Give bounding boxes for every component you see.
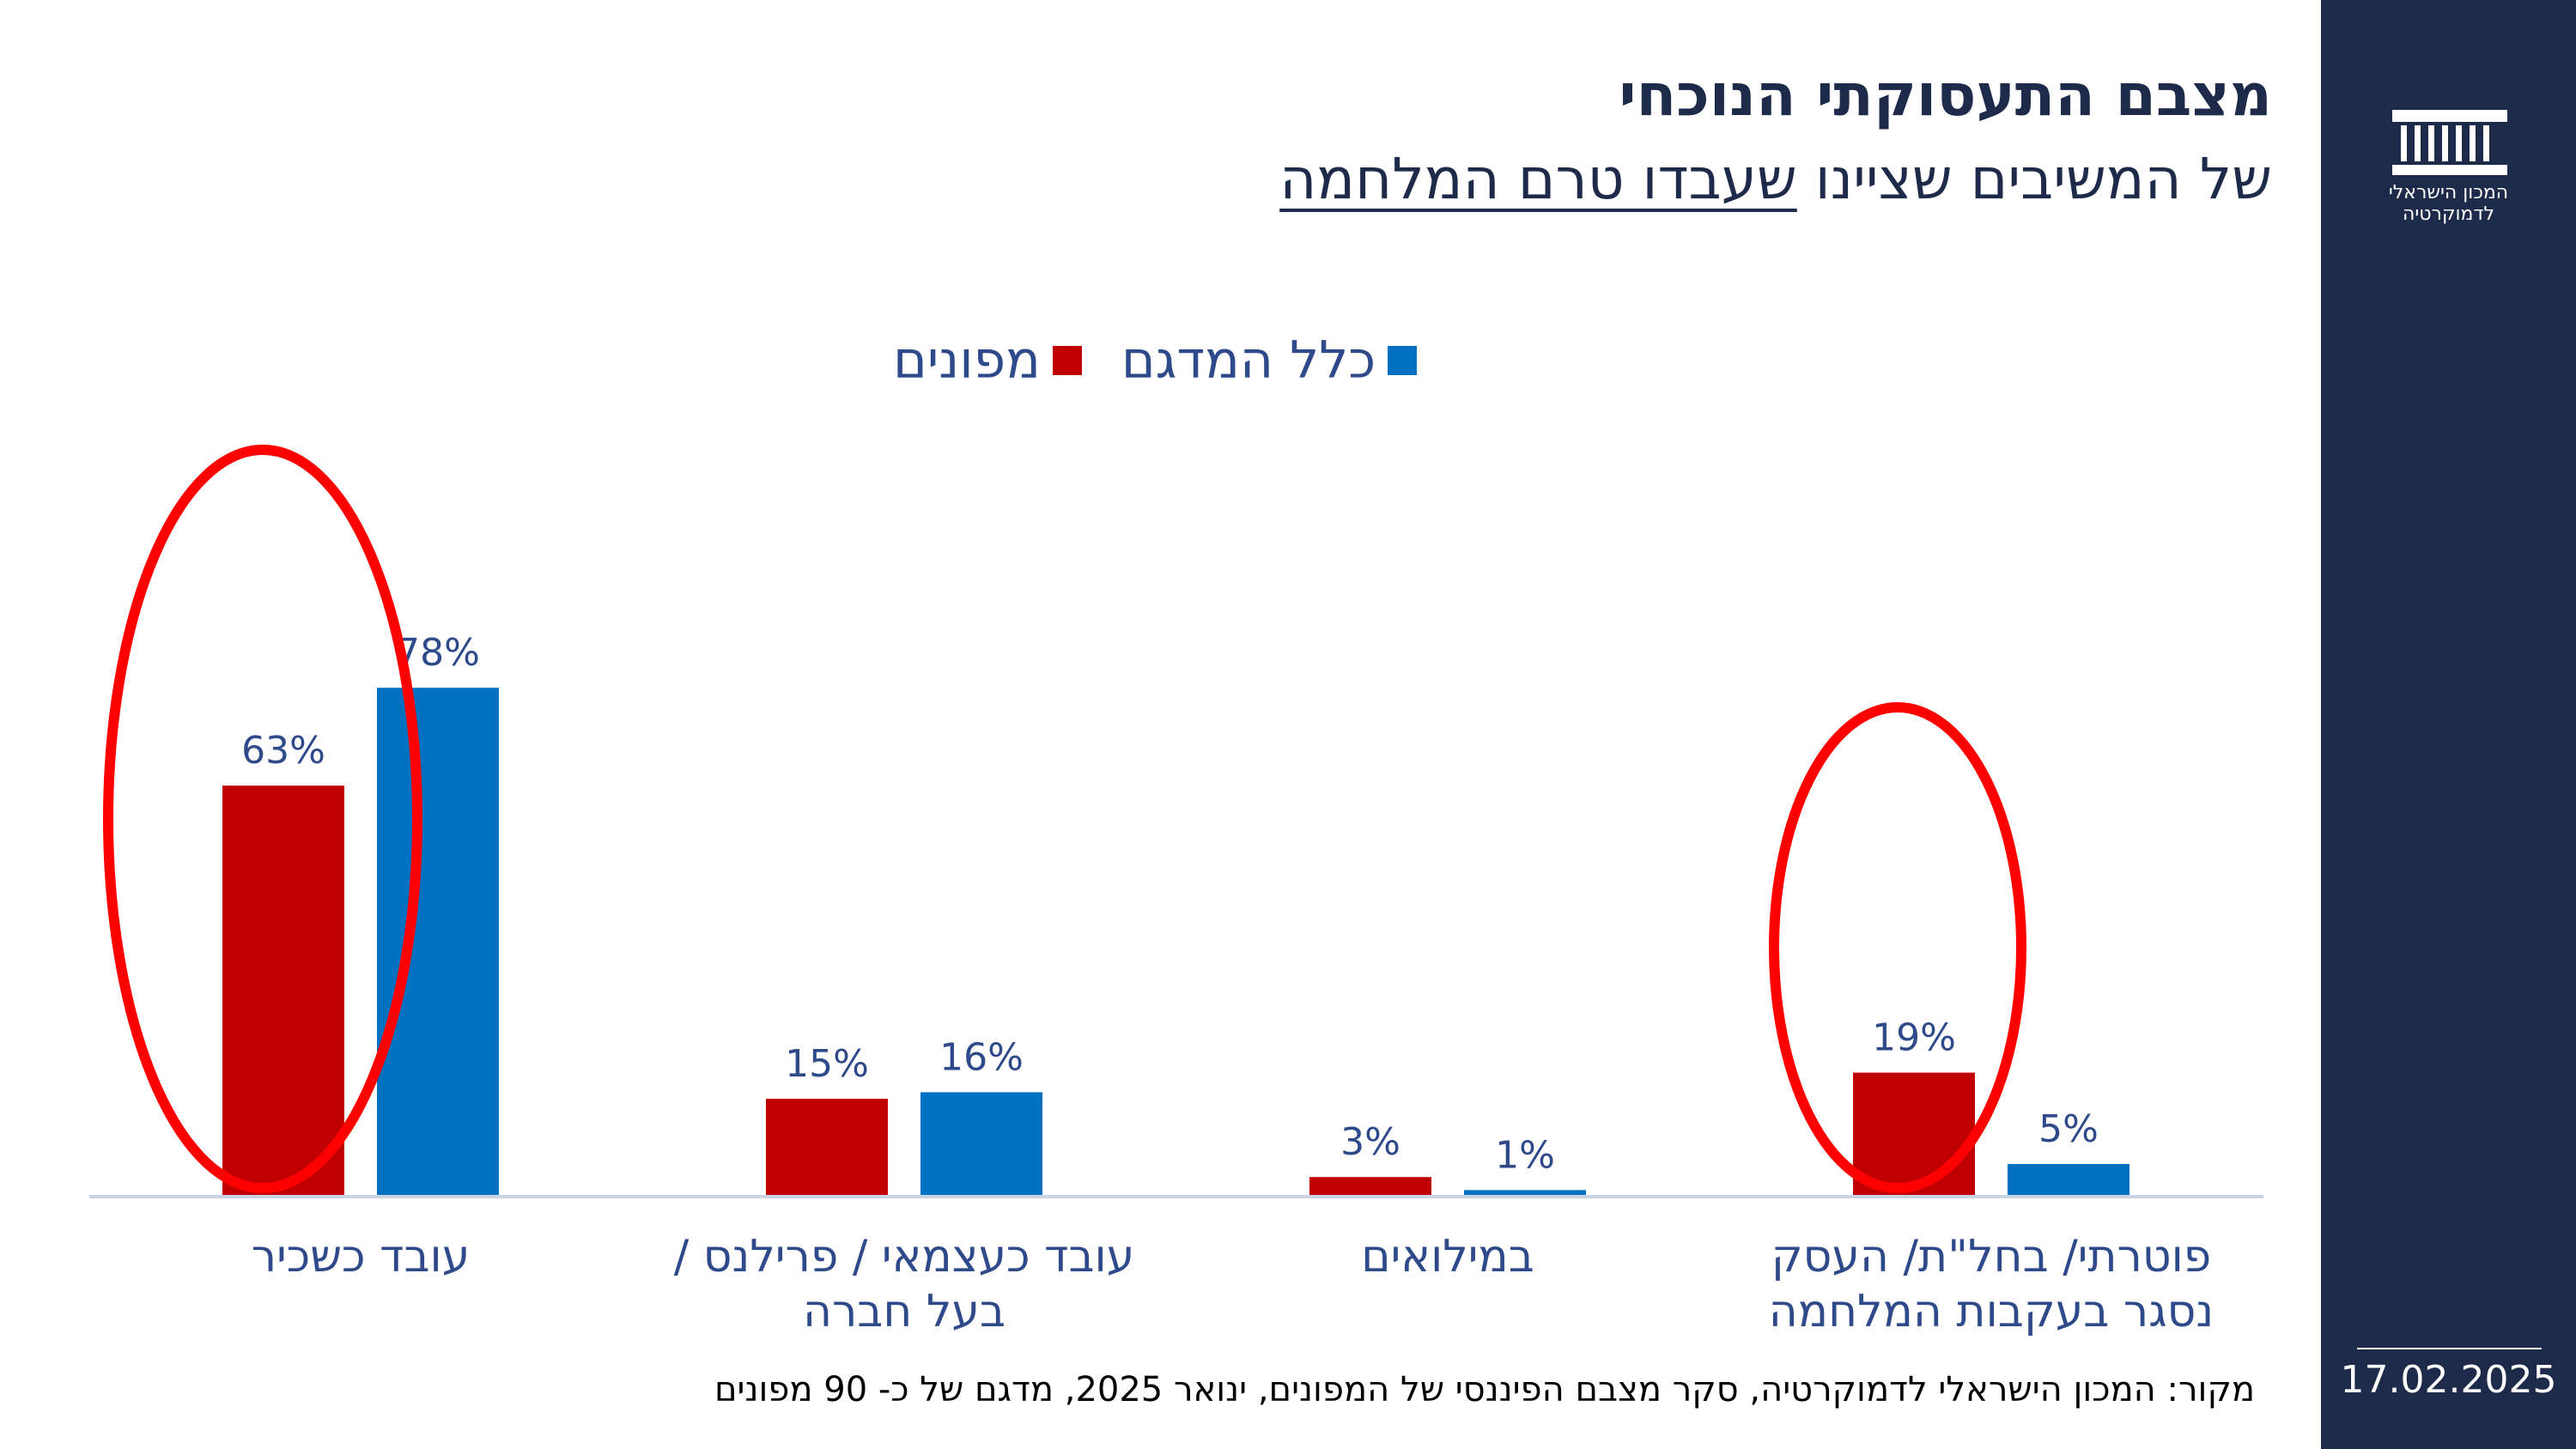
legend-label-evacuees: מפונים <box>893 330 1041 391</box>
side-divider <box>2357 1348 2542 1349</box>
category-label-line: עובד כשכיר <box>251 1231 471 1282</box>
category-label-line: בעל חברה <box>802 1286 1006 1337</box>
legend-label-full-sample: כלל המדגם <box>1121 330 1376 391</box>
page-title: מצבם התעסוקתי הנוכחי <box>1619 62 2272 130</box>
bar-reserve-duty-evacuees <box>1309 1177 1431 1197</box>
category-label-line: עובד כעצמאי / פרילנס / <box>673 1231 1135 1282</box>
institute-logo-icon <box>2392 110 2507 175</box>
bar-employee-evacuees <box>222 785 344 1197</box>
bar-self-employed-full-sample <box>920 1092 1042 1197</box>
logo-text: המכון הישראלי לדמוקרטיה <box>2321 182 2576 225</box>
subtitle-underlined: שעבדו טרם המלחמה <box>1279 146 1797 212</box>
bar-reserve-duty-full-sample <box>1464 1190 1586 1197</box>
bar-employee-full-sample <box>377 688 499 1197</box>
source-note: מקור: המכון הישראלי לדמוקרטיה, סקר מצבם … <box>714 1370 2255 1410</box>
bar-laid-off-full-sample <box>2008 1164 2129 1197</box>
highlight-ellipse-laid-off <box>1769 702 2026 1193</box>
date-label: 17.02.2025 <box>2340 1358 2557 1402</box>
bar-laid-off-evacuees <box>1853 1072 1975 1197</box>
category-label-line: נסגר בעקבות המלחמה <box>1768 1286 2215 1337</box>
legend-item-full-sample: כלל המדגם <box>1121 330 1418 391</box>
data-label-reserve-duty-full-sample: 1% <box>1495 1133 1555 1177</box>
data-label-laid-off-full-sample: 5% <box>2038 1107 2099 1151</box>
data-label-self-employed-evacuees: 15% <box>785 1042 869 1086</box>
data-label-employee-full-sample: 78% <box>396 631 480 675</box>
logo-text-line2: לדמוקרטיה <box>2402 203 2495 225</box>
bar-self-employed-evacuees <box>766 1099 888 1197</box>
legend-swatch-full-sample <box>1388 346 1418 375</box>
category-label-self-employed: עובד כעצמאי / פרילנס / בעל חברה <box>664 1229 1145 1339</box>
legend-item-evacuees: מפונים <box>893 330 1082 391</box>
category-label-laid-off: פוטרתי/ בחל"ת/ העסק נסגר בעקבות המלחמה <box>1751 1229 2232 1339</box>
category-label-line: במילואים <box>1361 1231 1534 1282</box>
highlight-ellipse-employee <box>103 445 422 1193</box>
subtitle-plain: של המשיבים שציינו <box>1796 146 2272 212</box>
logo-text-line1: המכון הישראלי <box>2388 182 2509 203</box>
page-subtitle: של המשיבים שציינו שעבדו טרם המלחמה <box>1279 146 2272 212</box>
data-label-employee-evacuees: 63% <box>241 729 325 773</box>
legend-swatch-evacuees <box>1052 346 1082 375</box>
side-panel: המכון הישראלי לדמוקרטיה 17.02.2025 <box>2321 0 2576 1449</box>
data-label-laid-off-evacuees: 19% <box>1872 1016 1956 1060</box>
data-label-reserve-duty-evacuees: 3% <box>1340 1120 1400 1164</box>
chart-legend: מפונים כלל המדגם <box>893 326 1477 395</box>
data-label-self-employed-full-sample: 16% <box>939 1035 1024 1079</box>
bar-chart: 63% 78% 15% 16% 3% 1% 19% 5% <box>89 445 2263 1198</box>
category-label-reserve-duty: במילואים <box>1207 1229 1688 1284</box>
category-label-line: פוטרתי/ בחל"ת/ העסק <box>1771 1231 2212 1282</box>
category-label-employee: עובד כשכיר <box>120 1229 601 1284</box>
